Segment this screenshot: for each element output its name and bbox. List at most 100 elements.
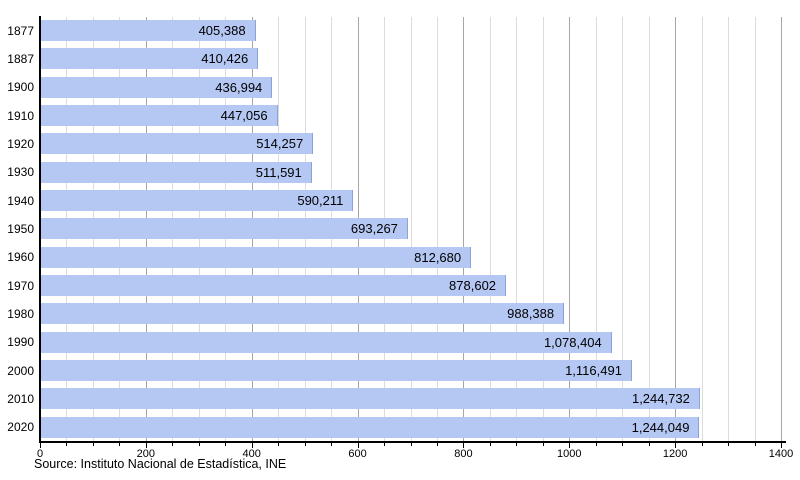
gridline-minor bbox=[595, 17, 597, 442]
bar: 447,056 bbox=[41, 105, 278, 126]
bar: 405,388 bbox=[41, 20, 256, 41]
gridline-minor bbox=[754, 17, 756, 442]
bar-value-label: 511,591 bbox=[255, 164, 302, 180]
x-axis-tick-label: 0 bbox=[36, 448, 44, 460]
bar-value-label: 878,602 bbox=[449, 278, 497, 293]
x-axis-tick bbox=[331, 442, 333, 446]
x-axis-tick bbox=[489, 442, 491, 446]
bar: 514,257 bbox=[41, 133, 314, 155]
x-axis-tick bbox=[569, 442, 571, 448]
x-axis-tick-label: 1000 bbox=[557, 448, 582, 460]
x-axis-line bbox=[39, 441, 786, 443]
x-axis-tick bbox=[278, 442, 280, 446]
x-axis-tick bbox=[622, 442, 624, 446]
x-axis-tick bbox=[40, 442, 41, 448]
gridline-minor bbox=[728, 17, 730, 442]
bar-value-label: 514,257 bbox=[256, 136, 304, 152]
x-axis-tick bbox=[92, 442, 94, 446]
bar-value-label: 1,244,732 bbox=[631, 391, 690, 407]
x-axis-tick bbox=[66, 442, 68, 446]
y-axis-label: 2020 bbox=[7, 420, 34, 435]
x-axis-tick bbox=[781, 442, 782, 448]
x-axis-tick-label: 600 bbox=[348, 448, 367, 460]
bar: 812,680 bbox=[41, 246, 472, 268]
gridline-major bbox=[463, 17, 465, 442]
gridline-minor bbox=[542, 17, 544, 442]
bar-value-label: 410,426 bbox=[201, 51, 249, 67]
x-axis-tick bbox=[728, 442, 730, 446]
bar: 436,994 bbox=[41, 76, 273, 98]
y-axis-label: 1940 bbox=[7, 193, 34, 208]
bar-value-label: 436,994 bbox=[215, 79, 263, 95]
bar: 511,591 bbox=[41, 161, 312, 183]
y-axis-label: 1970 bbox=[7, 278, 34, 293]
y-axis-line bbox=[39, 16, 41, 443]
bar-value-label: 1,116,491 bbox=[565, 363, 622, 378]
bar-value-label: 405,388 bbox=[198, 23, 246, 38]
x-axis-tick bbox=[384, 442, 386, 446]
y-axis-label: 1990 bbox=[7, 335, 34, 350]
bar: 1,116,491 bbox=[41, 360, 632, 381]
bar: 590,211 bbox=[41, 190, 354, 211]
x-axis-tick bbox=[675, 442, 677, 448]
y-axis-label: 1887 bbox=[7, 51, 34, 66]
gridline-minor bbox=[622, 17, 624, 442]
bar: 1,244,049 bbox=[41, 416, 700, 438]
x-axis-tick bbox=[754, 442, 756, 446]
x-axis-tick-label: 1400 bbox=[768, 448, 794, 460]
y-axis-label: 1960 bbox=[7, 250, 34, 265]
y-axis-label: 2000 bbox=[7, 363, 34, 378]
y-axis-label: 1920 bbox=[7, 136, 34, 151]
source-text: Source: Instituto Nacional de Estadístic… bbox=[34, 457, 287, 471]
bar-value-label: 812,680 bbox=[414, 249, 462, 265]
bar: 693,267 bbox=[41, 218, 408, 240]
x-axis-tick bbox=[516, 442, 518, 446]
bar: 878,602 bbox=[41, 275, 507, 296]
bar: 988,388 bbox=[41, 303, 565, 325]
x-axis-tick bbox=[463, 442, 465, 448]
gridline-major bbox=[675, 17, 677, 442]
bar-value-label: 590,211 bbox=[297, 193, 344, 208]
x-axis-tick bbox=[595, 442, 597, 446]
x-axis-tick bbox=[145, 442, 147, 448]
bar: 1,244,732 bbox=[41, 388, 700, 410]
x-axis-tick bbox=[172, 442, 174, 446]
bar-value-label: 693,267 bbox=[350, 221, 398, 237]
gridline-major bbox=[781, 17, 782, 442]
y-axis-label: 1877 bbox=[7, 23, 34, 38]
x-axis-tick bbox=[198, 442, 200, 446]
gridline-minor bbox=[648, 17, 650, 442]
x-axis-tick bbox=[225, 442, 227, 446]
x-axis-tick-label: 400 bbox=[242, 448, 261, 460]
gridline-major bbox=[569, 17, 571, 442]
x-axis-tick bbox=[701, 442, 703, 446]
x-axis-tick bbox=[436, 442, 438, 446]
bar-value-label: 1,078,404 bbox=[543, 334, 602, 350]
x-axis-tick bbox=[542, 442, 544, 446]
y-axis-label: 1930 bbox=[7, 165, 34, 180]
y-axis-label: 2010 bbox=[7, 391, 34, 406]
x-axis-tick-label: 1200 bbox=[662, 448, 688, 460]
x-axis-tick-label: 200 bbox=[136, 448, 156, 460]
x-axis-tick bbox=[251, 442, 253, 448]
bar: 410,426 bbox=[41, 48, 259, 70]
gridline-minor bbox=[410, 17, 412, 442]
bar-value-label: 988,388 bbox=[507, 306, 555, 322]
gridline-minor bbox=[436, 17, 438, 442]
x-axis-tick bbox=[357, 442, 359, 448]
y-axis-label: 1910 bbox=[7, 108, 34, 123]
bar-value-label: 1,244,049 bbox=[631, 419, 690, 435]
gridline-minor bbox=[489, 17, 491, 442]
bar: 1,078,404 bbox=[41, 331, 612, 353]
x-axis-tick-label: 800 bbox=[454, 448, 473, 460]
gridline-minor bbox=[701, 17, 703, 442]
y-axis-label: 1980 bbox=[7, 306, 34, 321]
bar-value-label: 447,056 bbox=[220, 108, 268, 123]
y-axis-label: 1900 bbox=[7, 80, 34, 95]
x-axis-tick bbox=[304, 442, 306, 446]
x-axis-tick bbox=[119, 442, 121, 446]
y-axis-label: 1950 bbox=[7, 221, 34, 236]
gridline-minor bbox=[516, 17, 518, 442]
x-axis-tick bbox=[648, 442, 650, 446]
